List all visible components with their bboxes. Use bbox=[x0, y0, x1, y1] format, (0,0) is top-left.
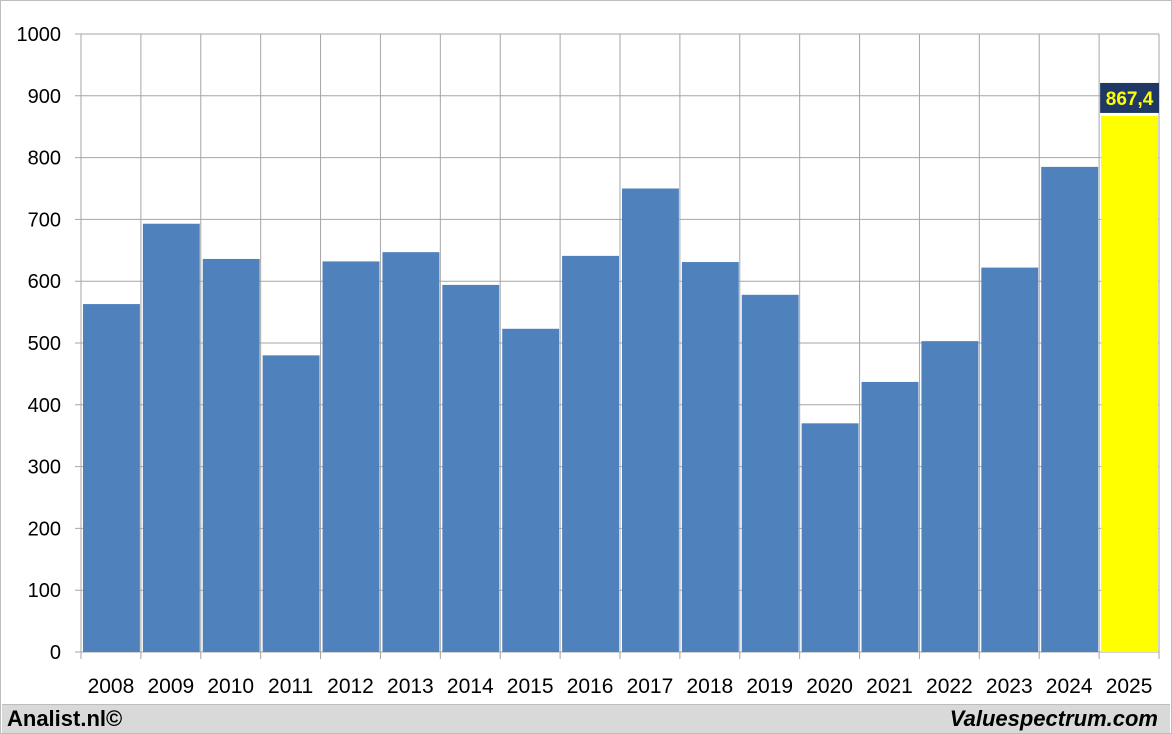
x-tick-label: 2021 bbox=[866, 675, 913, 698]
bar bbox=[562, 255, 619, 652]
value-label-box bbox=[1100, 82, 1159, 113]
bar bbox=[322, 261, 380, 652]
bar bbox=[921, 341, 979, 652]
x-tick-label: 2019 bbox=[746, 675, 793, 698]
y-tick-label: 400 bbox=[28, 395, 61, 417]
value-label: 867,4 bbox=[1106, 89, 1154, 110]
x-tick-label: 2025 bbox=[1106, 675, 1153, 698]
bar bbox=[202, 258, 260, 652]
bar-highlight bbox=[1101, 115, 1158, 653]
x-tick-label: 2015 bbox=[507, 675, 554, 698]
bar bbox=[262, 355, 320, 652]
x-tick-label: 2017 bbox=[627, 675, 674, 698]
analist-brand: Analist.nl© bbox=[7, 706, 123, 731]
bar bbox=[741, 294, 799, 652]
bar bbox=[861, 381, 919, 652]
y-tick-label: 500 bbox=[28, 333, 61, 355]
y-tick-label: 700 bbox=[28, 209, 61, 231]
y-tick-label: 800 bbox=[28, 148, 61, 170]
y-tick-label: 200 bbox=[28, 518, 61, 540]
x-tick-label: 2012 bbox=[327, 675, 374, 698]
x-tick-label: 2014 bbox=[447, 675, 494, 698]
x-tick-label: 2008 bbox=[88, 675, 135, 698]
x-tick-label: 2016 bbox=[567, 675, 614, 698]
y-tick-label: 100 bbox=[28, 580, 61, 602]
bar bbox=[382, 252, 440, 653]
bar bbox=[622, 188, 679, 652]
bar bbox=[83, 304, 140, 652]
bar bbox=[801, 423, 859, 652]
y-tick-label: 1000 bbox=[17, 24, 62, 46]
x-tick-label: 2013 bbox=[387, 675, 434, 698]
x-tick-label: 2022 bbox=[926, 675, 973, 698]
bar bbox=[681, 262, 739, 652]
y-tick-label: 900 bbox=[28, 86, 61, 108]
footer-bar: Analist.nl© Valuespectrum.com bbox=[2, 704, 1170, 733]
x-tick-label: 2009 bbox=[147, 675, 194, 698]
valuespectrum-brand: Valuespectrum.com bbox=[949, 706, 1158, 731]
y-tick-label: 600 bbox=[28, 271, 61, 293]
x-tick-label: 2020 bbox=[806, 675, 853, 698]
x-tick-label: 2018 bbox=[686, 675, 733, 698]
bar bbox=[142, 223, 200, 652]
bar bbox=[502, 328, 560, 652]
x-tick-label: 2011 bbox=[268, 675, 313, 698]
y-tick-label: 300 bbox=[28, 457, 61, 479]
x-tick-label: 2024 bbox=[1046, 675, 1093, 698]
bar-chart: 0 100 200 300 400 500 600 700 800 900 1000 2008 2009… bbox=[17, 24, 1160, 698]
bar bbox=[442, 284, 500, 652]
bar bbox=[981, 267, 1039, 652]
x-tick-label: 2010 bbox=[207, 675, 254, 698]
y-tick-label: 0 bbox=[50, 642, 61, 664]
x-tick-label: 2023 bbox=[986, 675, 1033, 698]
bar bbox=[1041, 166, 1099, 652]
